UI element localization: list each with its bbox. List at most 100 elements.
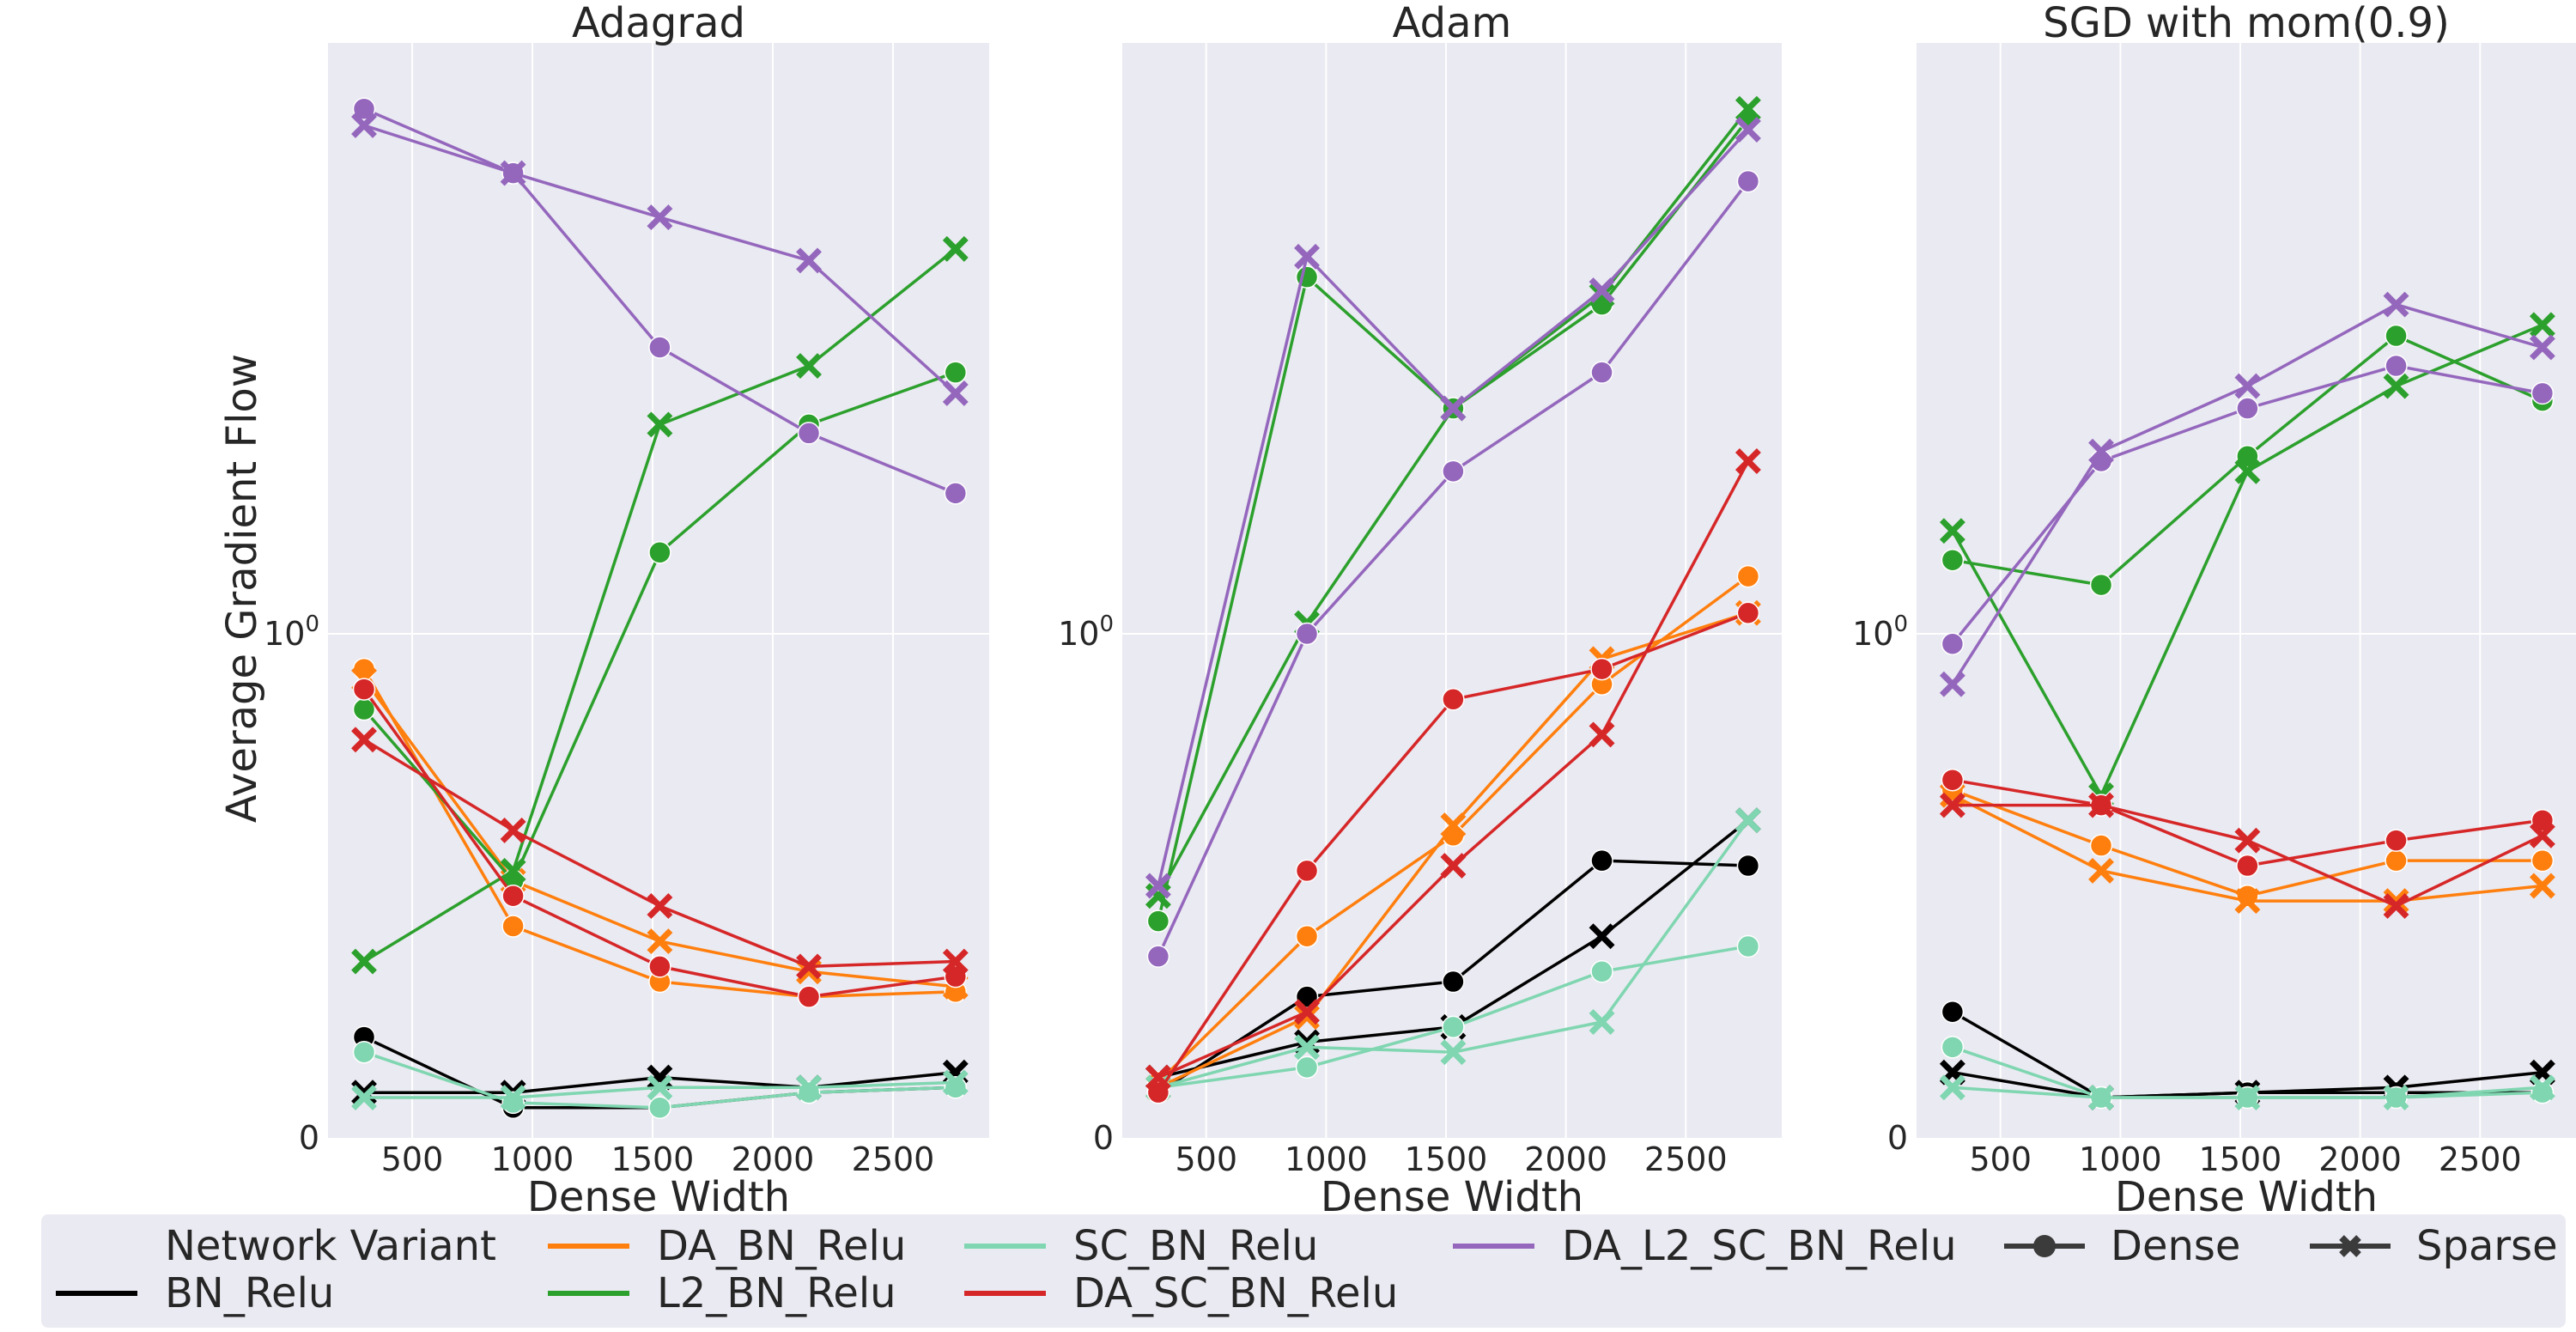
- data-point-sparse: [1145, 873, 1171, 899]
- data-point-sparse: [1440, 1039, 1467, 1066]
- data-point-dense: [1941, 632, 1965, 655]
- legend-item-da-l2-sc-bn-relu: DA_L2_SC_BN_Relu: [1453, 1222, 1957, 1270]
- data-point-dense: [1590, 657, 1613, 681]
- data-point-sparse: [942, 380, 969, 406]
- data-point-sparse: [1735, 117, 1761, 143]
- legend-label: DA_L2_SC_BN_Relu: [1562, 1222, 1957, 1270]
- legend-label: Dense: [2111, 1222, 2240, 1270]
- legend-item-l2-bn-relu: L2_BN_Relu: [548, 1269, 896, 1317]
- data-point-dense: [648, 336, 671, 359]
- series-da-sc-bn-relu-dense: [352, 678, 968, 1008]
- data-point-sparse: [351, 727, 377, 753]
- data-point-dense: [2385, 354, 2408, 378]
- data-point-sparse: [1294, 999, 1320, 1025]
- x-tick-label: 1500: [1405, 1140, 1488, 1178]
- data-point-dense: [2385, 848, 2408, 873]
- data-point-dense: [797, 985, 821, 1008]
- data-point-sparse: [1735, 448, 1761, 474]
- legend-label: DA_BN_Relu: [657, 1222, 906, 1270]
- data-point-sparse: [1294, 1034, 1320, 1061]
- series-da-l2-sc-bn-relu-sparse: [1939, 291, 2555, 697]
- data-point-dense: [1941, 548, 1965, 572]
- data-point-dense: [1736, 854, 1760, 878]
- data-point-sparse: [796, 353, 822, 379]
- x-tick-label: 500: [1175, 1140, 1237, 1178]
- data-point-dense: [2089, 834, 2113, 857]
- data-point-dense: [2089, 573, 2113, 597]
- x-tick-label: 1000: [1285, 1140, 1368, 1178]
- series-da-sc-bn-relu-sparse: [1145, 448, 1761, 1091]
- data-point-sparse: [2529, 822, 2555, 848]
- x-tick-label: 500: [1969, 1140, 2032, 1178]
- data-point-dense: [648, 541, 671, 564]
- data-point-sparse: [942, 1069, 969, 1096]
- data-point-dense: [2530, 808, 2555, 832]
- data-point-dense: [1295, 622, 1319, 646]
- data-point-sparse: [500, 160, 526, 186]
- legend-item-da-sc-bn-relu: DA_SC_BN_Relu: [964, 1269, 1398, 1317]
- data-point-sparse: [796, 1074, 822, 1101]
- data-point-sparse: [2088, 1085, 2114, 1110]
- data-point-sparse: [351, 1085, 377, 1110]
- legend-label: DA_SC_BN_Relu: [1073, 1269, 1398, 1317]
- data-point-dense: [2236, 445, 2259, 468]
- legend-box: [41, 1214, 2566, 1328]
- data-point-sparse: [647, 1074, 673, 1101]
- legend-label: Sparse: [2416, 1222, 2558, 1270]
- data-point-sparse: [2383, 373, 2409, 399]
- y-tick-label: 100: [264, 611, 319, 653]
- x-tick-label: 2000: [732, 1140, 815, 1178]
- data-point-sparse: [942, 235, 969, 262]
- data-point-dense: [1442, 1015, 1465, 1039]
- legend-title: Network Variant: [165, 1222, 496, 1270]
- data-point-sparse: [2088, 792, 2114, 818]
- y-tick-labels: 0 100: [264, 611, 319, 1157]
- data-point-dense: [2530, 848, 2555, 873]
- series-group: [1145, 95, 1761, 1104]
- y-tick-label: 0: [299, 1119, 319, 1157]
- data-point-dense: [648, 1096, 671, 1120]
- data-point-dense: [1736, 934, 1760, 958]
- data-point-dense: [1442, 970, 1465, 994]
- data-point-sparse: [647, 204, 673, 231]
- data-point-sparse: [351, 948, 377, 975]
- data-point-dense: [1941, 1001, 1965, 1024]
- data-point-dense: [797, 422, 821, 445]
- data-point-dense: [1146, 945, 1170, 968]
- x-tick-label: 500: [381, 1140, 444, 1178]
- series-da-l2-sc-bn-relu-sparse: [1145, 117, 1761, 899]
- data-point-sparse: [500, 817, 526, 843]
- series-l2-bn-relu-sparse: [351, 235, 969, 975]
- data-point-sparse: [2383, 893, 2409, 919]
- data-point-dense: [1442, 688, 1465, 711]
- series-sc-bn-relu-sparse: [1939, 1074, 2555, 1110]
- y-tick-label: 0: [1887, 1119, 1908, 1157]
- data-point-dense: [1295, 924, 1319, 948]
- x-tick-labels: 500 1000 1500 2000 2500: [1969, 1140, 2521, 1178]
- series-da-l2-sc-bn-relu-dense: [1146, 169, 1760, 968]
- series-da-l2-sc-bn-relu-sparse: [351, 113, 969, 406]
- data-point-sparse: [796, 953, 822, 980]
- series-da-bn-relu-dense: [1941, 778, 2555, 908]
- data-point-sparse: [1589, 1009, 1615, 1035]
- data-point-dense: [352, 678, 376, 701]
- data-point-sparse: [2234, 1085, 2261, 1110]
- gridlines: [1917, 43, 2576, 1138]
- legend-label: L2_BN_Relu: [657, 1269, 896, 1317]
- data-point-sparse: [1589, 282, 1615, 308]
- data-point-dense: [1295, 985, 1319, 1008]
- data-point-sparse: [2234, 373, 2261, 399]
- data-point-dense: [1146, 1080, 1170, 1104]
- data-point-dense: [944, 964, 968, 988]
- y-axis-label: Average Gradient Flow: [218, 354, 266, 823]
- x-tick-label: 1000: [2079, 1140, 2162, 1178]
- data-point-dense: [944, 482, 968, 505]
- data-point-sparse: [2383, 888, 2409, 915]
- data-point-dense: [2530, 381, 2555, 405]
- data-point-sparse: [2529, 1074, 2555, 1101]
- data-point-dense: [2385, 829, 2408, 852]
- data-point-sparse: [1440, 853, 1467, 879]
- legend-label: SC_BN_Relu: [1073, 1222, 1318, 1270]
- data-point-sparse: [1939, 1074, 1965, 1101]
- data-point-sparse: [1589, 721, 1615, 748]
